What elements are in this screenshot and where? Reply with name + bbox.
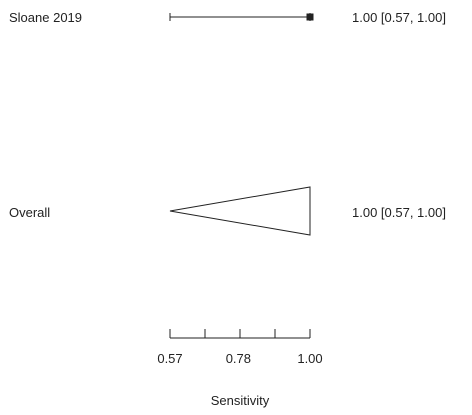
study-rows: Sloane 2019 1.00 [0.57, 1.00] bbox=[9, 10, 446, 25]
x-tick-label: 0.78 bbox=[226, 351, 251, 366]
overall-ci-label: 1.00 [0.57, 1.00] bbox=[352, 205, 446, 220]
x-ticks bbox=[169, 329, 311, 338]
x-axis: 0.57 0.78 1.00 Sensitivity bbox=[157, 329, 323, 408]
overall-label: Overall bbox=[9, 205, 50, 220]
study-row: Sloane 2019 1.00 [0.57, 1.00] bbox=[9, 10, 446, 25]
point-estimate bbox=[306, 13, 314, 21]
overall-row: Overall 1.00 [0.57, 1.00] bbox=[9, 186, 446, 236]
study-label: Sloane 2019 bbox=[9, 10, 82, 25]
study-ci-label: 1.00 [0.57, 1.00] bbox=[352, 10, 446, 25]
overall-diamond bbox=[169, 186, 311, 236]
x-tick-label: 1.00 bbox=[297, 351, 322, 366]
x-axis-title: Sensitivity bbox=[211, 393, 270, 408]
x-tick-label: 0.57 bbox=[157, 351, 182, 366]
x-tick-labels: 0.57 0.78 1.00 bbox=[157, 351, 322, 366]
